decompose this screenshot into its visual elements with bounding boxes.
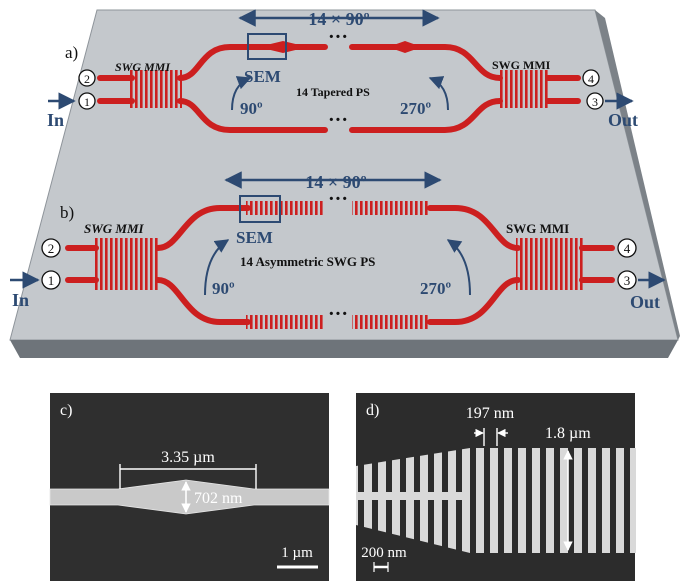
center-label-b: 14 Asymmetric SWG PS bbox=[240, 254, 375, 269]
chip-front-face bbox=[10, 340, 678, 358]
mmi-left-a bbox=[130, 70, 182, 108]
tapered-ps-left-a bbox=[258, 41, 308, 53]
bottom-arm-b bbox=[155, 277, 251, 325]
bottom-arm-right-a bbox=[349, 98, 503, 133]
panel-b: b) 14 × 90º ··· ··· SEM SWG MMI SWG MMI … bbox=[10, 171, 666, 329]
port-out-top-circle-b bbox=[617, 238, 637, 258]
port-in-bottom-a: 1 bbox=[84, 95, 90, 109]
in-label-b: In bbox=[12, 290, 29, 310]
swg-spine bbox=[356, 492, 466, 500]
sem-box-b bbox=[239, 195, 281, 223]
port-out-top-a: 4 bbox=[588, 72, 594, 86]
panel-c: c) 3.35 µm 702 nm 1 µm bbox=[49, 393, 330, 581]
bottom-arm-a bbox=[177, 98, 328, 133]
top-arm-right-a bbox=[349, 44, 503, 81]
port-in-top-b: 2 bbox=[48, 241, 55, 256]
phase-arrow-left-a bbox=[231, 76, 252, 111]
port-out-top-b: 4 bbox=[624, 241, 631, 256]
phase-right-label-b: 270º bbox=[420, 279, 452, 298]
top-arm-b bbox=[155, 205, 251, 251]
dots-top-a: ··· bbox=[328, 26, 348, 48]
out-label-b: Out bbox=[630, 292, 660, 312]
swg-ps-bottom-right-b bbox=[352, 315, 430, 329]
panel-d-label: d) bbox=[366, 402, 379, 419]
length-label-c: 3.35 µm bbox=[161, 449, 215, 466]
swg-ps-top-left-b bbox=[246, 201, 324, 215]
top-arm-a bbox=[177, 44, 328, 81]
panel-a-label: a) bbox=[65, 43, 78, 62]
sem-label-b: SEM bbox=[236, 228, 273, 247]
dots-top-b: ··· bbox=[328, 188, 348, 210]
port-in-bottom-b: 1 bbox=[48, 273, 55, 288]
period-label-d: 197 nm bbox=[466, 405, 515, 422]
dots-bottom-b: ··· bbox=[328, 303, 348, 325]
port-in-top-circle-a bbox=[78, 69, 96, 87]
mmi-right-label-b: SWG MMI bbox=[506, 221, 569, 236]
width-label-d: 1.8 µm bbox=[545, 425, 591, 442]
phase-arrow-left-b bbox=[204, 239, 230, 296]
mmi-left-label-b: SWG MMI bbox=[84, 221, 145, 236]
phase-arrow-right-a bbox=[428, 76, 449, 111]
port-out-top-circle-a bbox=[582, 69, 600, 87]
panel-b-label: b) bbox=[60, 203, 74, 222]
port-out-bottom-circle-b bbox=[617, 270, 637, 290]
mmi-right-a bbox=[498, 70, 550, 108]
sem-box-a bbox=[247, 33, 287, 60]
port-in-top-a: 2 bbox=[84, 72, 90, 86]
swg-ps-top-right-b bbox=[352, 201, 430, 215]
center-label-a: 14 Tapered PS bbox=[296, 85, 370, 99]
phase-left-label-a: 90º bbox=[240, 99, 263, 118]
mmi-right-label-a: SWG MMI bbox=[492, 58, 551, 72]
tapered-ps-right-a bbox=[388, 41, 422, 53]
panel-d: d) 197 nm 1.8 µm 200 nm bbox=[356, 393, 636, 581]
swg-ps-bottom-left-b bbox=[246, 315, 324, 329]
in-label-a: In bbox=[47, 110, 64, 130]
phase-right-label-a: 270º bbox=[400, 99, 432, 118]
mmi-left-label-a: SWG MMI bbox=[115, 60, 171, 74]
phase-left-label-b: 90º bbox=[212, 279, 235, 298]
waveguides-b bbox=[65, 205, 615, 325]
port-out-bottom-b: 3 bbox=[624, 273, 631, 288]
port-in-bottom-circle-a bbox=[78, 92, 96, 110]
scale-label-c: 1 µm bbox=[281, 545, 313, 561]
port-in-top-circle-b bbox=[41, 238, 61, 258]
waveguides-a bbox=[97, 44, 581, 133]
dots-bottom-a: ··· bbox=[328, 109, 348, 131]
scale-label-d: 200 nm bbox=[361, 545, 407, 561]
bottom-arm-right-b bbox=[427, 277, 521, 325]
panel-a: a) 14 × 90º ··· ··· SEM SWG MMI SWG MMI … bbox=[47, 9, 638, 133]
span-label-b: 14 × 90º bbox=[305, 172, 366, 192]
port-out-bottom-circle-a bbox=[586, 92, 604, 110]
top-arm-right-b bbox=[427, 205, 521, 251]
port-in-bottom-circle-b bbox=[41, 270, 61, 290]
sem-label-a: SEM bbox=[244, 67, 281, 86]
mmi-left-b bbox=[94, 238, 160, 290]
width-label-c: 702 nm bbox=[194, 490, 243, 507]
out-label-a: Out bbox=[608, 110, 638, 130]
span-label-a: 14 × 90º bbox=[308, 9, 369, 29]
panel-c-label: c) bbox=[60, 402, 72, 419]
phase-arrow-right-b bbox=[446, 239, 471, 296]
mmi-right-b bbox=[516, 238, 584, 290]
port-out-bottom-a: 3 bbox=[592, 95, 598, 109]
